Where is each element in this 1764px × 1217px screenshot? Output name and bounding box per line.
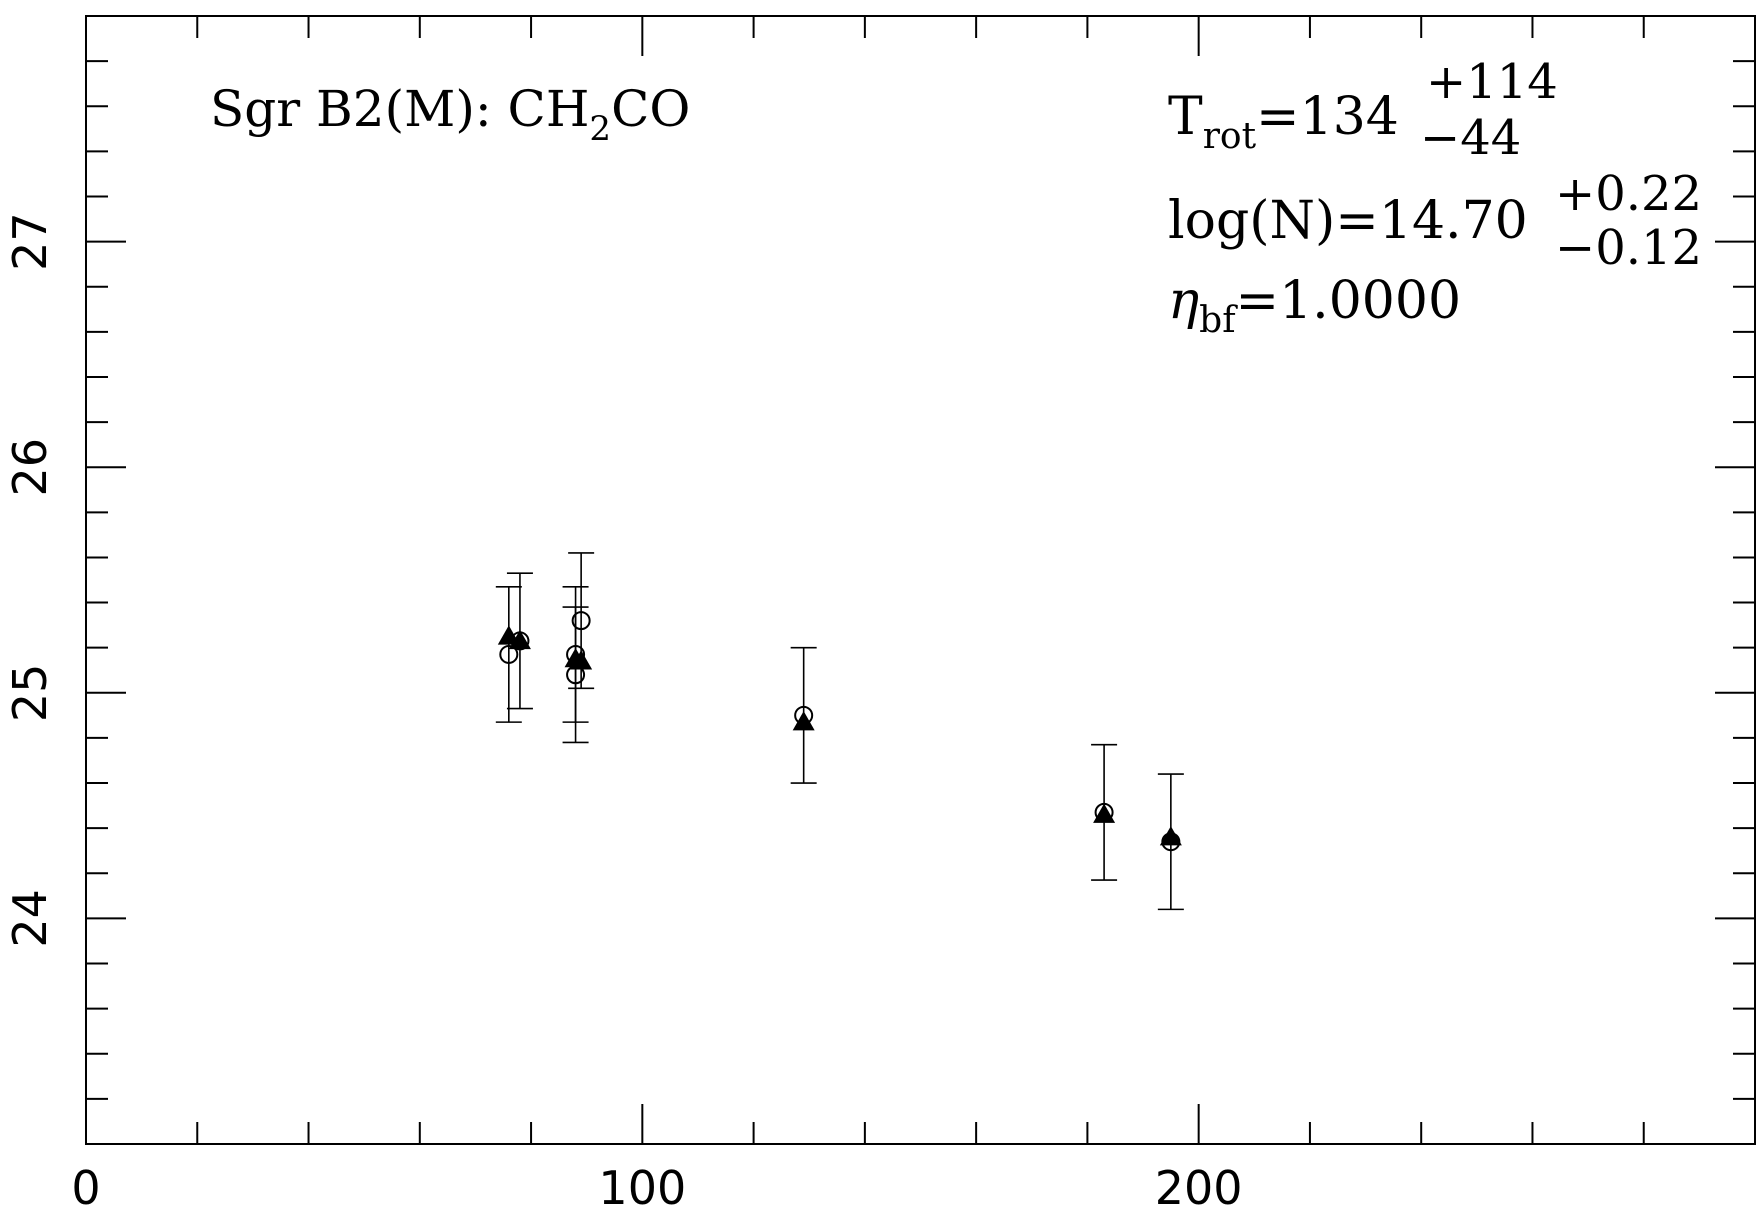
source-label: Sgr B2(M): CH2CO xyxy=(210,80,690,149)
plot-frame xyxy=(85,15,1756,1145)
trot-minus-error: −44 xyxy=(1420,110,1521,166)
source-label-subscript: 2 xyxy=(589,109,611,149)
open-circle-point xyxy=(499,644,519,664)
triangle-point xyxy=(1159,826,1182,846)
axis-tick-labels: 0 100 200 24 25 26 27 xyxy=(3,212,1243,1215)
x-tick-label: 0 xyxy=(71,1161,100,1215)
logn-minus-error: −0.12 xyxy=(1555,220,1702,276)
y-tick-label: 25 xyxy=(3,664,57,723)
y-tick-label: 27 xyxy=(3,212,57,271)
trot-plus-error: +114 xyxy=(1426,54,1558,110)
triangle-point xyxy=(570,650,593,670)
data-markers xyxy=(497,611,1182,852)
x-tick-label: 100 xyxy=(598,1161,686,1215)
annotations: Sgr B2(M): CH2CO Trot=134 +114 −44 log(N… xyxy=(210,54,1702,341)
y-tick-label: 26 xyxy=(3,438,57,497)
logn-label: log(N)=14.70 xyxy=(1168,191,1528,251)
eta-subscript: bf xyxy=(1199,300,1238,341)
triangle-point xyxy=(1093,803,1116,823)
logn-plus-error: +0.22 xyxy=(1555,166,1702,222)
eta-label: ηbf=1.0000 xyxy=(1168,271,1461,341)
triangle-point xyxy=(792,711,815,731)
trot-subscript: rot xyxy=(1203,116,1257,157)
open-circle-point xyxy=(571,611,591,631)
error-bars xyxy=(495,552,1184,911)
y-tick-label: 24 xyxy=(3,889,57,948)
trot-label: Trot=134 xyxy=(1168,87,1399,157)
axis-ticks xyxy=(85,15,1756,1145)
x-tick-label: 200 xyxy=(1155,1161,1243,1215)
triangle-point xyxy=(508,629,531,650)
